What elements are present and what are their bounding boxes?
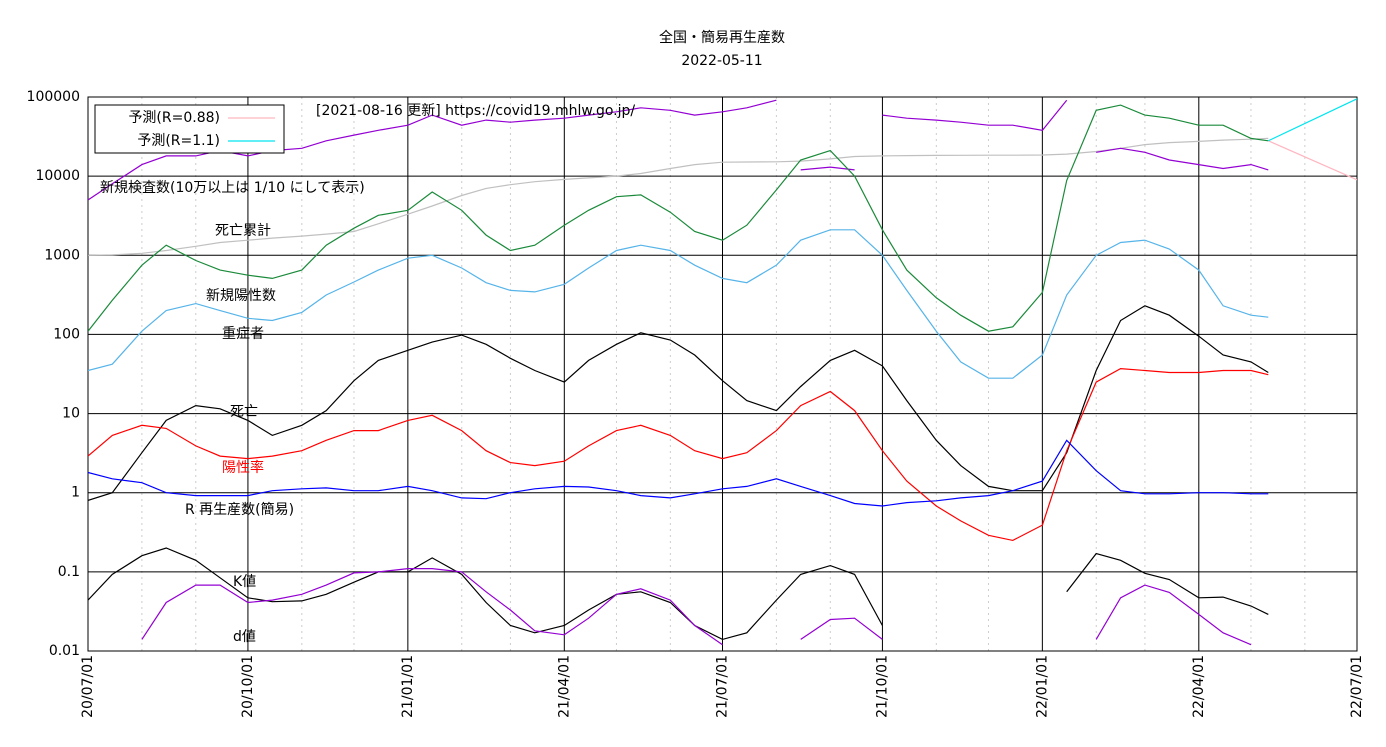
series-line: [141, 568, 1252, 646]
annotation: K値: [233, 574, 256, 590]
series-line: [88, 367, 1269, 542]
annotation: 重症者: [222, 326, 264, 342]
plot-frame: [87, 96, 1358, 652]
x-tick-label: 21/04/01: [556, 655, 572, 718]
source-note: [2021-08-16 更新] https://covid19.mhlw.go.…: [316, 103, 635, 119]
y-tick-label: 100000: [27, 89, 80, 105]
series-line: [88, 547, 1269, 641]
y-tick-label: 10000: [35, 168, 80, 184]
x-tick-label: 20/07/01: [80, 655, 96, 718]
series-line: [800, 147, 1269, 171]
x-tick-label: 21/01/01: [400, 655, 416, 718]
legend-label: 予測(R=1.1): [137, 133, 220, 149]
series-line: [88, 99, 1068, 201]
annotation: 陽性率: [222, 459, 264, 476]
y-tick-label: 1: [71, 485, 80, 501]
chart-subtitle: 2022-05-11: [681, 53, 762, 69]
series-line: [88, 439, 1269, 507]
series-line: [88, 137, 1269, 256]
y-tick-label: 0.01: [49, 643, 80, 659]
annotation: 新規陽性数: [206, 288, 276, 304]
x-tick-label: 21/10/01: [874, 655, 890, 718]
x-tick-label: 22/04/01: [1191, 655, 1207, 718]
series-line: [1268, 140, 1357, 181]
y-tick-label: 10: [62, 406, 80, 422]
legend-label: 予測(R=0.88): [128, 110, 220, 126]
y-tick-label: 100: [53, 326, 80, 342]
x-tick-label: 20/10/01: [240, 655, 256, 718]
x-tick-label: 21/07/01: [715, 655, 731, 718]
annotation: R 再生産数(簡易): [185, 502, 294, 518]
legend-box: [94, 104, 285, 154]
y-tick-label: 1000: [44, 247, 80, 263]
chart-title: 全国・簡易再生産数: [659, 29, 785, 46]
series-line: [88, 305, 1269, 501]
series-line: [88, 104, 1269, 332]
x-tick-label: 22/01/01: [1034, 655, 1050, 718]
y-tick-label: 0.1: [58, 564, 80, 580]
annotation: 死亡: [230, 404, 258, 420]
annotation: 死亡累計: [215, 223, 271, 239]
series-line: [1268, 98, 1357, 142]
series-line: [88, 229, 1269, 379]
annotation: d値: [233, 629, 256, 645]
annotation: 新規検査数(10万以上は 1/10 にして表示): [100, 180, 365, 196]
plot-lines: [88, 98, 1357, 646]
x-tick-label: 22/07/01: [1349, 655, 1365, 718]
